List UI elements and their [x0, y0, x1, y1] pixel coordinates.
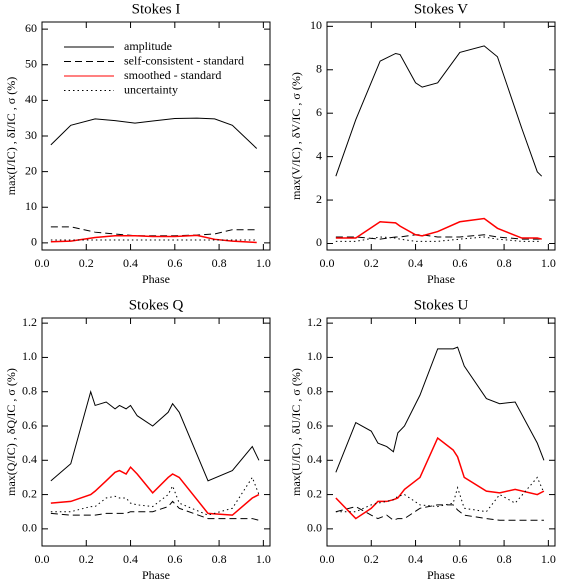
y-axis-label: max(U/IC) , δU/IC , σ (%) [289, 368, 303, 496]
x-tick-label: 0.6 [167, 256, 182, 270]
series-line [335, 504, 544, 521]
series-line [335, 236, 542, 242]
plot-frame [41, 21, 271, 251]
x-tick-label: 0.6 [167, 552, 182, 566]
y-tick-label: 6 [316, 105, 322, 119]
y-tick-label: 0.4 [307, 452, 322, 466]
plot-frame [326, 317, 556, 547]
y-tick-label: 0.8 [307, 383, 322, 397]
y-tick-label: 40 [25, 92, 37, 106]
y-tick-label: 60 [25, 21, 37, 35]
y-tick-label: 0.8 [22, 383, 37, 397]
x-tick-label: 0.2 [79, 256, 94, 270]
plot-frame [41, 317, 271, 547]
y-tick-label: 0.6 [307, 418, 322, 432]
x-tick-label: 0.2 [364, 256, 379, 270]
series-line [50, 234, 257, 244]
x-tick-label: 0.0 [320, 256, 335, 270]
x-tick-label: 0.4 [408, 552, 423, 566]
y-tick-label: 0 [31, 235, 37, 249]
panel-title: Stokes V [414, 1, 468, 17]
y-tick-label: 1.0 [307, 349, 322, 363]
y-tick-label: 0.4 [22, 452, 37, 466]
y-tick-label: 1.2 [22, 315, 37, 329]
y-axis-label: max(I/IC) , δI/IC , σ (%) [4, 77, 18, 195]
x-tick-label: 1.0 [256, 552, 271, 566]
series-line [335, 346, 545, 473]
x-tick-label: 0.4 [408, 256, 423, 270]
x-axis-label: Phase [427, 272, 455, 286]
y-tick-label: 0.0 [22, 521, 37, 535]
x-tick-label: 1.0 [256, 256, 271, 270]
series-line [50, 476, 260, 516]
x-tick-label: 0.0 [35, 256, 50, 270]
x-tick-label: 0.2 [364, 552, 379, 566]
x-axis-label: Phase [142, 272, 170, 286]
x-axis-label: Phase [142, 568, 170, 582]
y-tick-label: 50 [25, 57, 37, 71]
series-line [50, 117, 258, 149]
y-tick-label: 10 [25, 199, 37, 213]
x-tick-label: 0.6 [452, 256, 467, 270]
x-tick-label: 0.0 [320, 552, 335, 566]
x-tick-label: 0.8 [212, 256, 227, 270]
x-tick-label: 0.2 [79, 552, 94, 566]
panel-title: Stokes Q [129, 297, 184, 313]
legend-label: amplitude [124, 39, 172, 53]
y-tick-label: 30 [25, 128, 37, 142]
panel-title: Stokes I [132, 1, 181, 17]
panel-title: Stokes U [414, 297, 469, 313]
y-tick-label: 2 [316, 192, 322, 206]
x-tick-label: 0.0 [35, 552, 50, 566]
y-tick-label: 1.0 [22, 349, 37, 363]
x-tick-label: 0.8 [497, 552, 512, 566]
legend-label: uncertainty [124, 82, 178, 96]
x-tick-label: 0.8 [497, 256, 512, 270]
y-tick-label: 0.2 [22, 486, 37, 500]
y-tick-label: 0 [316, 235, 322, 249]
plot-frame [326, 21, 556, 251]
y-tick-label: 8 [316, 62, 322, 76]
y-tick-label: 1.2 [307, 315, 322, 329]
x-tick-label: 0.4 [123, 256, 138, 270]
x-tick-label: 1.0 [541, 256, 556, 270]
x-tick-label: 0.8 [212, 552, 227, 566]
series-line [50, 226, 257, 237]
x-tick-label: 1.0 [541, 552, 556, 566]
y-axis-label: max(V/IC) , δV/IC , σ (%) [289, 72, 303, 200]
x-tick-label: 0.4 [123, 552, 138, 566]
series-line [335, 45, 543, 177]
x-axis-label: Phase [427, 568, 455, 582]
y-tick-label: 4 [316, 148, 322, 162]
series-line [335, 217, 542, 240]
y-tick-label: 0.0 [307, 521, 322, 535]
x-tick-label: 0.6 [452, 552, 467, 566]
y-tick-label: 10 [310, 18, 322, 32]
series-line [50, 465, 260, 516]
legend-label: smoothed - standard [124, 68, 221, 82]
series-line [335, 436, 545, 520]
series-line [335, 476, 545, 513]
series-line [50, 389, 260, 482]
series-line [335, 234, 542, 240]
y-tick-label: 20 [25, 163, 37, 177]
y-axis-label: max(Q/IC) , δQ/IC , σ (%) [4, 368, 18, 496]
y-tick-label: 0.6 [22, 418, 37, 432]
series-line [50, 500, 260, 521]
legend-label: self-consistent - standard [124, 53, 244, 67]
y-tick-label: 0.2 [307, 486, 322, 500]
